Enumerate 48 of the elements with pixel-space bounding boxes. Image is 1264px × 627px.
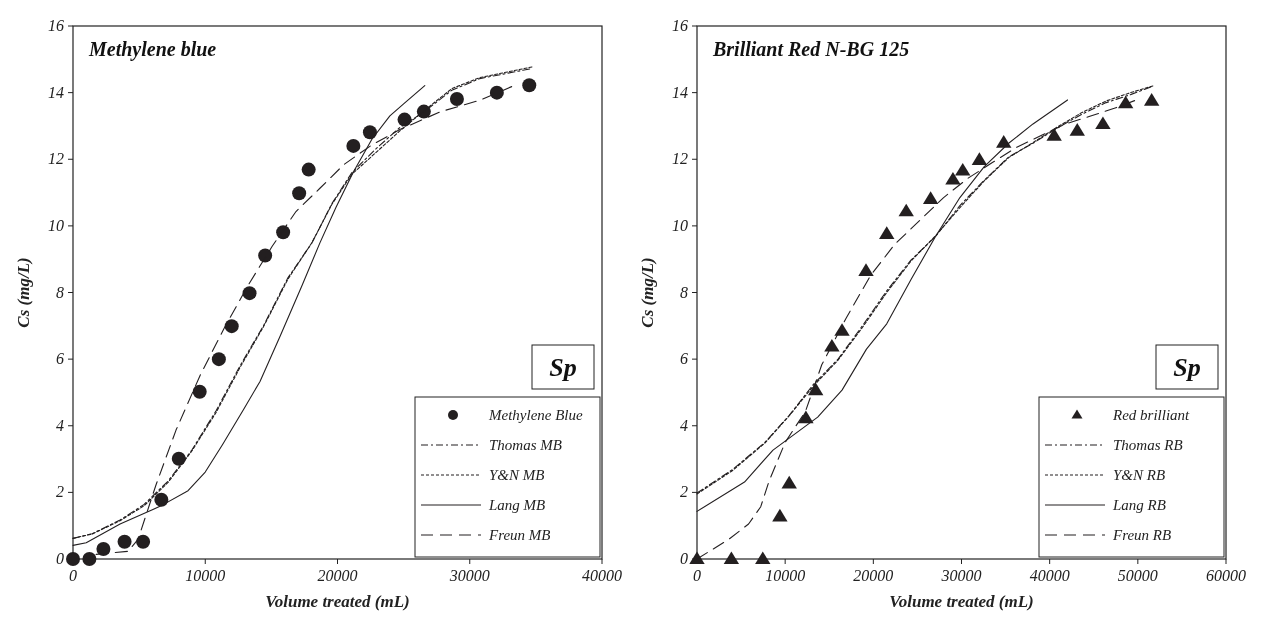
annotation: Sp [549,353,577,382]
text: Brilliant Red N-BG 125 [712,38,910,60]
y-tick-label: 12 [48,150,64,168]
x-tick-label: 20000 [853,567,894,584]
y-tick-label: 2 [680,483,688,501]
x-tick-label: 60000 [1206,567,1246,584]
x-tick-label: 40000 [582,567,622,584]
y-tick-label: 16 [672,17,688,34]
legend-label: Freun RB [1112,527,1172,543]
y-tick-label: 4 [680,416,688,434]
y-tick-label: 14 [672,83,688,101]
y-tick-label: 0 [56,550,64,567]
y-axis-title: Cs (mg/L) [638,257,657,328]
x-tick-label: 30000 [448,567,490,584]
x-axis-title: Volume treated (mL) [889,592,1034,611]
legend-label: Red brilliant [1112,407,1191,423]
legend-label: Lang MB [488,497,546,513]
x-tick-label: 0 [69,567,77,584]
y-tick-label: 12 [672,150,688,168]
text: Methylene blue [88,38,217,61]
legend-label: Thomas MB [489,437,562,453]
y-tick-label: 8 [56,283,64,301]
x-tick-label: 10000 [185,567,226,584]
y-tick-label: 6 [680,350,688,368]
y-tick-label: 10 [672,216,688,234]
legend-label: Thomas RB [1113,437,1183,453]
legend-label: Freun MB [488,527,551,543]
legend-label: Y&N RB [1113,467,1166,483]
y-tick-label: 16 [48,17,64,34]
x-tick-label: 0 [693,567,701,584]
legend-label: Lang RB [1112,497,1166,513]
x-tick-label: 30000 [940,567,982,584]
y-tick-label: 0 [680,550,688,567]
x-tick-label: 10000 [765,567,806,584]
y-axis-title: Cs (mg/L) [14,257,33,328]
x-tick-label: 50000 [1117,567,1158,584]
annotation: Sp [1173,353,1201,382]
y-tick-label: 4 [56,416,64,434]
y-tick-label: 14 [48,83,64,101]
x-tick-label: 40000 [1029,567,1070,584]
x-axis-title: Volume treated (mL) [265,592,410,611]
y-tick-label: 2 [56,483,64,501]
legend-label: Y&N MB [489,467,545,483]
y-tick-label: 8 [680,283,688,301]
x-tick-label: 20000 [317,567,358,584]
y-tick-label: 6 [56,350,64,368]
legend-label: Methylene Blue [488,407,584,423]
y-tick-label: 10 [48,216,64,234]
